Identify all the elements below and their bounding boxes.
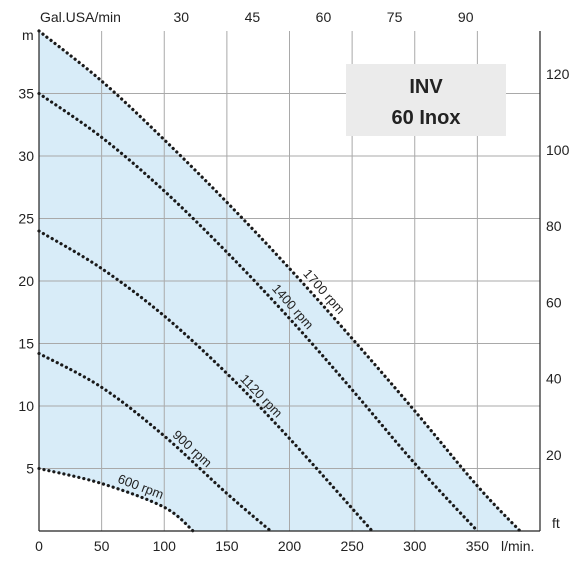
x-bottom-tick-label: 50 bbox=[94, 538, 110, 554]
y-left-tick-label: 15 bbox=[18, 336, 34, 352]
x-bottom-tick-label: 300 bbox=[403, 538, 427, 554]
y-right-unit-label: ft bbox=[552, 515, 560, 531]
x-top-tick-label: 75 bbox=[387, 9, 403, 25]
y-right-tick-label: 40 bbox=[546, 371, 562, 387]
x-bottom-tick-label: 150 bbox=[215, 538, 239, 554]
curve-1400-rpm bbox=[37, 91, 479, 533]
plot-frame bbox=[38, 31, 541, 532]
x-bottom-tick-label: 250 bbox=[340, 538, 364, 554]
x-bottom-tick-label: 200 bbox=[278, 538, 302, 554]
y-left-tick-label: 35 bbox=[18, 86, 34, 102]
title-box-line-1: INV bbox=[409, 76, 443, 98]
x-bottom-tick-label: 0 bbox=[35, 538, 43, 554]
title-box-line-2: 60 Inox bbox=[392, 107, 461, 129]
y-left-tick-label: 20 bbox=[18, 273, 34, 289]
x-top-tick-label: 90 bbox=[458, 9, 474, 25]
y-right-tick-label: 80 bbox=[546, 218, 562, 234]
y-left-tick-label: 30 bbox=[18, 148, 34, 164]
curves bbox=[37, 29, 522, 533]
x-bottom-unit-label: l/min. bbox=[501, 538, 534, 554]
y-left-tick-label: 25 bbox=[18, 211, 34, 227]
y-left-unit-label: m bbox=[22, 27, 34, 43]
curve-1120-rpm bbox=[37, 229, 374, 533]
title-box: INV 60 Inox bbox=[346, 64, 506, 136]
x-top-tick-label: 60 bbox=[316, 9, 332, 25]
y-left-tick-label: 5 bbox=[26, 461, 34, 477]
curve-600-rpm bbox=[37, 466, 195, 533]
x-top-tick-label: 30 bbox=[173, 9, 189, 25]
y-right-tick-label: 120 bbox=[546, 66, 570, 82]
x-top-tick-label: 45 bbox=[245, 9, 261, 25]
y-left-tick-label: 10 bbox=[18, 398, 34, 414]
curve-900-rpm bbox=[37, 351, 273, 533]
x-bottom-tick-label: 100 bbox=[153, 538, 177, 554]
x-top-unit-label: Gal.USA/min bbox=[40, 9, 121, 25]
y-right-tick-label: 20 bbox=[546, 447, 562, 463]
x-bottom-tick-label: 350 bbox=[466, 538, 490, 554]
curve-1700-rpm bbox=[37, 29, 522, 533]
y-right-tick-label: 60 bbox=[546, 294, 562, 310]
y-right-tick-label: 100 bbox=[546, 142, 570, 158]
